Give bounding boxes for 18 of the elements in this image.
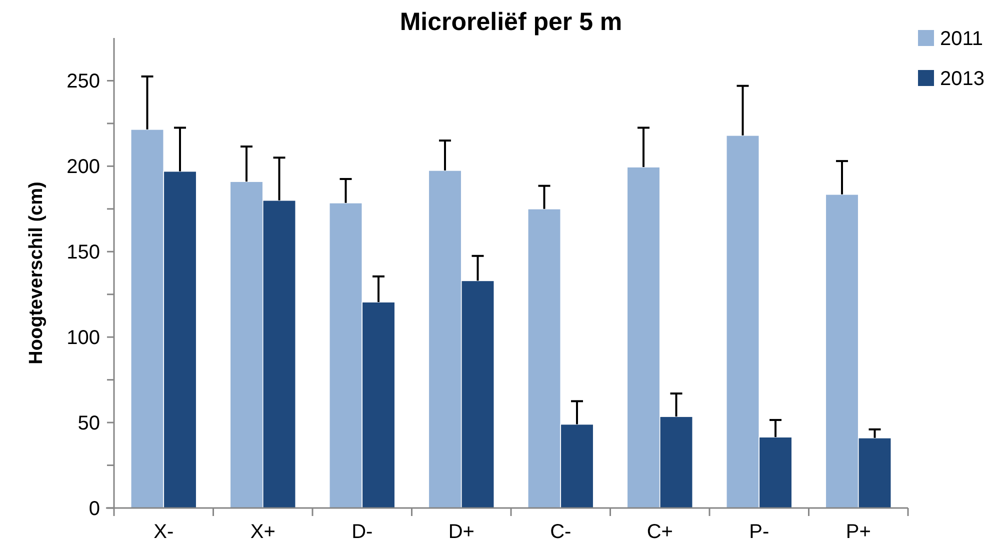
y-tick-label: 100 xyxy=(66,327,100,350)
legend-label: 2013 xyxy=(940,68,984,90)
x-tick-label: C- xyxy=(550,521,572,543)
x-tick-label: P+ xyxy=(846,521,871,543)
chart-title: Microreliëf per 5 m xyxy=(400,8,622,36)
x-tick-label: X+ xyxy=(250,521,276,543)
y-axis-title: Hoogteverschil (cm) xyxy=(26,182,47,364)
y-tick-label: 250 xyxy=(66,70,100,93)
legend-label: 2011 xyxy=(940,28,984,50)
x-tick-label: C+ xyxy=(646,521,673,543)
y-tick-label: 150 xyxy=(66,242,100,264)
y-tick-label: 0 xyxy=(88,498,100,520)
x-tick-label: D+ xyxy=(448,521,474,543)
x-tick-label: D- xyxy=(352,521,373,543)
y-tick-label: 50 xyxy=(78,412,100,435)
x-tick-label: X- xyxy=(154,521,174,543)
x-tick-label: P- xyxy=(749,521,770,543)
y-tick-label: 200 xyxy=(66,156,100,178)
